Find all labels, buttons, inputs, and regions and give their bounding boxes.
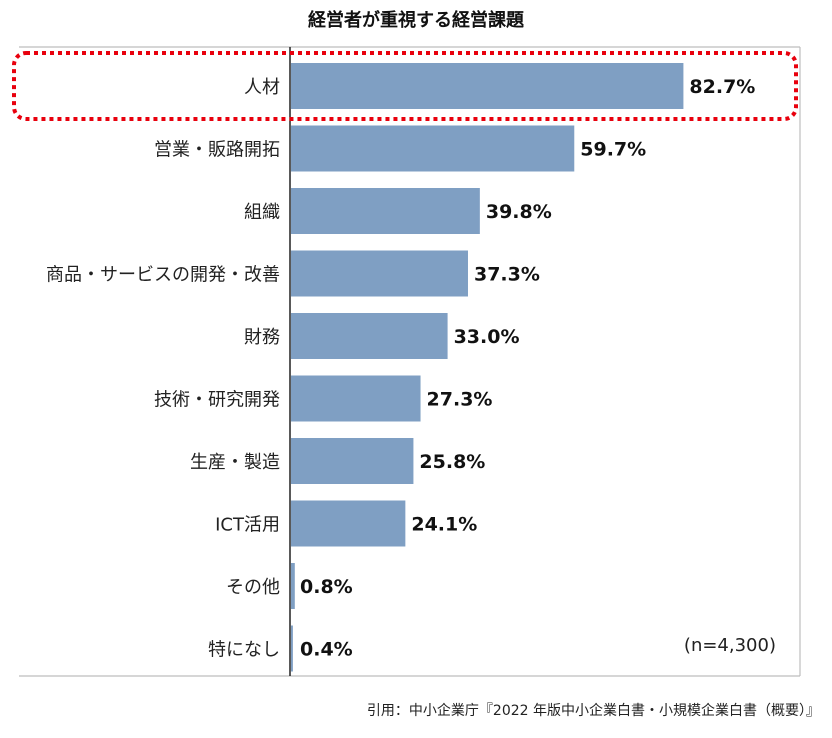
bar <box>291 375 421 422</box>
chart-title: 経営者が重視する経営課題 <box>308 10 524 31</box>
value-label: 59.7% <box>580 139 646 161</box>
category-label: 技術・研究開発 <box>154 390 280 411</box>
value-label: 25.8% <box>419 451 485 473</box>
category-label: ICT活用 <box>215 515 280 536</box>
category-label: 人材 <box>244 77 280 98</box>
value-label: 82.7% <box>689 76 755 98</box>
citation-footer: 引用：中小企業庁『2022 年版中小企業白書・小規模企業白書（概要）』 <box>366 703 820 719</box>
category-label: 営業・販路開拓 <box>154 140 280 161</box>
bar <box>291 188 480 234</box>
value-label: 37.3% <box>474 264 540 286</box>
category-label: 生産・製造 <box>190 452 280 473</box>
value-label: 27.3% <box>427 389 493 411</box>
bar <box>291 313 448 359</box>
value-label: 39.8% <box>486 201 552 223</box>
value-label: 33.0% <box>454 326 520 348</box>
bar <box>291 250 468 297</box>
plot-frame <box>19 46 801 677</box>
value-label: 0.8% <box>300 576 353 598</box>
category-label: 組織 <box>244 202 280 223</box>
bar <box>291 500 406 547</box>
category-label: 財務 <box>244 327 280 348</box>
highlight-box <box>12 51 798 121</box>
value-label: 24.1% <box>411 514 477 536</box>
bar <box>291 438 414 484</box>
category-label: その他 <box>226 577 280 598</box>
sample-size-annotation: (n=4,300) <box>684 635 776 656</box>
category-label: 商品・サービスの開発・改善 <box>46 265 280 286</box>
bar <box>291 625 293 672</box>
value-label: 0.4% <box>300 639 353 661</box>
bar <box>291 125 575 172</box>
category-label: 特になし <box>208 640 280 661</box>
bar <box>291 63 684 109</box>
bar <box>291 563 295 609</box>
